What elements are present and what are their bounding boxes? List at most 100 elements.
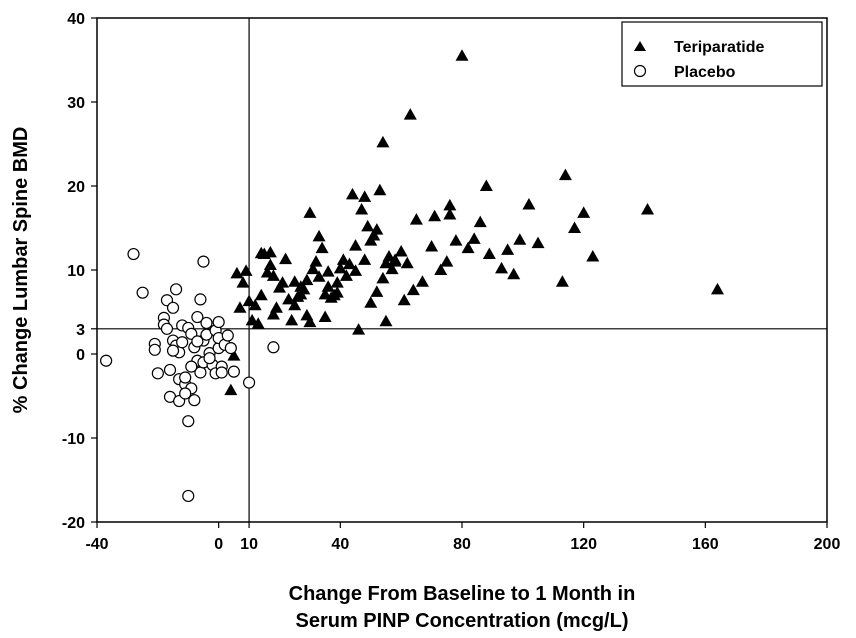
data-point-teriparatide (373, 183, 387, 196)
data-point-teriparatide (531, 236, 545, 249)
data-point-placebo (203, 352, 216, 365)
x-tick-label: 0 (214, 536, 223, 553)
data-point-teriparatide (443, 208, 457, 220)
data-point-teriparatide (349, 239, 363, 251)
data-point-teriparatide (473, 215, 487, 228)
data-point-placebo (224, 342, 237, 355)
y-axis-title: % Change Lumbar Spine BMD (10, 127, 32, 414)
y-tick-label: 0 (76, 347, 85, 364)
x-tick-label: 80 (453, 536, 471, 553)
data-point-teriparatide (306, 262, 320, 275)
data-point-teriparatide (330, 286, 344, 298)
y-tick-label: 20 (67, 179, 85, 196)
data-point-placebo (136, 286, 149, 299)
data-point-teriparatide (425, 239, 439, 252)
data-point-teriparatide (342, 257, 356, 270)
y-axis: -20 -10 0 3 10 20 30 40 (62, 11, 97, 532)
data-point-teriparatide (355, 203, 369, 215)
data-point-teriparatide (467, 232, 481, 244)
data-point-teriparatide (555, 275, 569, 287)
data-point-teriparatide (577, 206, 591, 218)
data-point-teriparatide (285, 313, 299, 326)
data-point-teriparatide (568, 221, 582, 233)
legend-box (621, 21, 823, 87)
data-point-teriparatide (403, 108, 417, 120)
legend-marker-teriparatide (634, 41, 646, 51)
data-point-teriparatide (449, 234, 463, 246)
data-point-teriparatide (586, 250, 600, 262)
x-tick-label: 10 (240, 536, 258, 553)
plot-frame (96, 17, 828, 523)
data-point-placebo (215, 366, 228, 379)
data-point-teriparatide (224, 383, 238, 396)
data-point-teriparatide (254, 246, 268, 259)
data-point-placebo (227, 365, 240, 378)
data-point-teriparatide (300, 273, 314, 286)
data-point-teriparatide (641, 203, 655, 215)
y-tick-label: 30 (67, 95, 85, 112)
data-point-placebo (185, 360, 198, 373)
data-point-placebo (100, 354, 113, 367)
data-point-teriparatide (379, 256, 393, 269)
legend-label-teriparatide: Teriparatide (674, 39, 765, 56)
data-point-teriparatide (388, 255, 402, 267)
data-point-teriparatide (321, 280, 335, 292)
x-tick-label: 160 (692, 536, 719, 553)
y-tick-label: 40 (67, 11, 85, 28)
data-point-placebo (267, 341, 280, 354)
data-point-placebo (179, 371, 192, 384)
data-point-teriparatide (294, 287, 308, 300)
data-point-placebo (160, 322, 174, 335)
data-point-teriparatide (361, 219, 375, 232)
data-point-teriparatide (312, 270, 326, 282)
data-point-teriparatide (315, 241, 329, 254)
data-point-teriparatide (501, 243, 515, 255)
data-point-teriparatide (513, 233, 527, 245)
data-point-placebo (169, 283, 183, 296)
data-point-teriparatide (330, 276, 344, 288)
data-point-teriparatide (358, 190, 372, 202)
data-point-teriparatide (288, 275, 302, 287)
legend: Teriparatide Placebo (621, 21, 823, 87)
data-point-teriparatide (415, 275, 429, 287)
data-point-teriparatide (434, 263, 448, 275)
data-point-teriparatide (303, 315, 317, 328)
x-axis-title-line-1: Change From Baseline to 1 Month in (289, 583, 636, 605)
data-point-teriparatide (455, 49, 469, 61)
data-point-teriparatide (309, 255, 323, 267)
y-tick-label: 3 (76, 322, 85, 339)
data-point-placebo (200, 316, 213, 330)
data-point-teriparatide (364, 296, 378, 308)
data-point-teriparatide (364, 234, 378, 246)
data-point-placebo (182, 489, 195, 503)
data-point-teriparatide (358, 253, 372, 265)
data-point-teriparatide (352, 323, 366, 335)
y-tick-label: -10 (62, 431, 85, 448)
data-point-teriparatide (440, 255, 454, 267)
data-point-teriparatide (507, 267, 521, 280)
data-point-teriparatide (227, 349, 241, 361)
data-point-placebo (212, 315, 225, 329)
data-points (100, 49, 724, 503)
data-point-teriparatide (336, 253, 350, 265)
data-point-placebo (191, 335, 204, 348)
data-point-teriparatide (349, 264, 363, 276)
data-point-teriparatide (370, 285, 384, 297)
legend-marker-placebo (633, 64, 647, 78)
data-point-placebo (127, 247, 140, 261)
x-tick-label: 120 (570, 536, 597, 553)
data-point-teriparatide (230, 266, 244, 279)
data-point-teriparatide (251, 317, 265, 329)
data-point-placebo (163, 363, 177, 377)
data-point-teriparatide (273, 281, 286, 293)
data-point-teriparatide (400, 256, 414, 269)
data-point-placebo (221, 329, 234, 342)
data-point-teriparatide (318, 287, 332, 300)
data-point-teriparatide (711, 282, 724, 295)
data-point-teriparatide (376, 271, 390, 284)
data-point-teriparatide (443, 198, 457, 211)
data-point-teriparatide (266, 269, 280, 281)
data-point-teriparatide (233, 301, 247, 313)
data-point-placebo (166, 344, 180, 357)
